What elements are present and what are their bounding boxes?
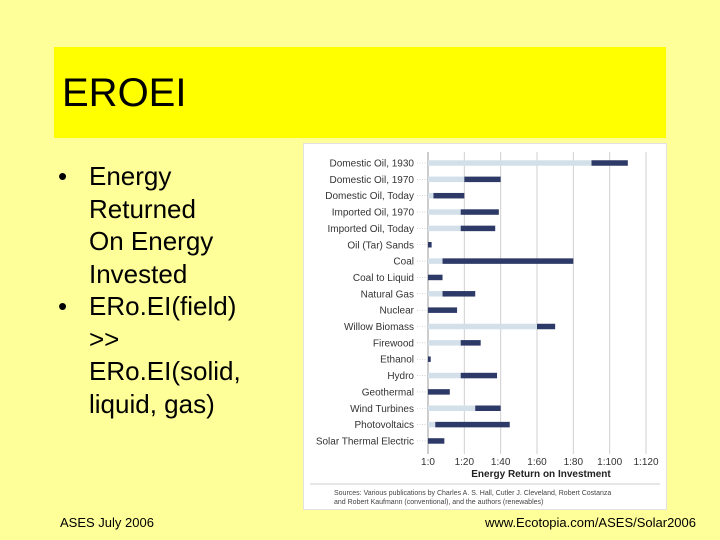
bullet-dot: • [58, 161, 68, 191]
slide-title: EROEI [62, 71, 187, 115]
source-note: Sources: Various publications by Charles… [334, 490, 611, 497]
category-label: Photovoltaics [355, 420, 414, 431]
value-bar [428, 242, 432, 248]
value-bar [435, 421, 510, 428]
category-label: Hydro [387, 371, 414, 382]
value-bar [460, 340, 481, 346]
value-bar [442, 258, 574, 264]
category-label: Nuclear [380, 306, 415, 317]
x-tick-label: 1:80 [564, 457, 584, 468]
category-label: Imported Oil, 1970 [332, 208, 415, 219]
x-tick-label: 1:60 [527, 457, 547, 468]
value-bar [460, 372, 498, 379]
category-label: Imported Oil, Today [327, 224, 414, 235]
range-bar [428, 323, 537, 330]
category-label: Coal to Liquid [353, 273, 414, 284]
category-label: Natural Gas [361, 289, 414, 300]
x-tick-label: 1:120 [633, 457, 658, 468]
value-bar [460, 209, 499, 215]
value-bar [442, 291, 476, 297]
value-bar [428, 438, 445, 444]
value-bar [428, 274, 443, 281]
range-bar [428, 372, 461, 379]
category-label: Domestic Oil, 1930 [330, 159, 415, 170]
range-bar [428, 176, 465, 183]
category-label: Willow Biomass [344, 322, 414, 333]
value-bar [537, 323, 556, 330]
eroei-bar-chart: Domestic Oil, 1930 Domestic Oil, 1970 Dome… [310, 152, 660, 506]
range-bar [428, 258, 443, 264]
category-label: Firewood [373, 338, 414, 349]
x-tick-label: 1:0 [421, 457, 435, 468]
value-bar [433, 192, 465, 199]
range-bar [428, 340, 461, 346]
x-tick-label: 1:100 [597, 457, 622, 468]
category-label: Wind Turbines [350, 404, 414, 415]
range-bar [428, 225, 461, 232]
value-bar [428, 389, 450, 395]
category-label: Coal [393, 257, 414, 268]
range-bar [428, 291, 443, 297]
source-note: and Robert Kaufmann (conventional), and … [334, 499, 543, 506]
category-label: Domestic Oil, 1970 [330, 175, 415, 186]
category-label: Ethanol [380, 355, 414, 366]
value-bar [591, 160, 628, 166]
bullet-item: • ERo.EI(field) >> ERo.EI(solid, liquid, … [58, 290, 293, 420]
x-tick-label: 1:40 [491, 457, 511, 468]
range-bar [428, 209, 461, 215]
category-label: Geothermal [362, 387, 414, 398]
category-label: Oil (Tar) Sands [347, 240, 414, 251]
title-band: EROEI [54, 47, 666, 138]
bullet-list: • Energy Returned On Energy Invested • ERo… [58, 160, 293, 420]
bullet-text: ERo.EI(field) >> ERo.EI(solid, liquid, g… [89, 291, 241, 419]
bullet-dot: • [58, 291, 68, 321]
value-bar [428, 307, 458, 313]
footer-url: www.Ecotopia.com/ASES/Solar2006 [485, 515, 696, 530]
range-bar [428, 192, 434, 199]
category-label: Solar Thermal Electric [316, 436, 414, 447]
bullet-item: • Energy Returned On Energy Invested [58, 160, 293, 290]
footer-event: ASES July 2006 [60, 515, 154, 530]
value-bar [475, 405, 501, 411]
range-bar [428, 160, 592, 166]
category-label: Domestic Oil, Today [325, 191, 414, 202]
x-axis-label: Energy Return on Investment [471, 469, 611, 480]
value-bar [464, 176, 501, 183]
value-bar [428, 356, 431, 362]
value-bar [460, 225, 496, 232]
eroei-chart-panel: Domestic Oil, 1930 Domestic Oil, 1970 Dome… [303, 143, 667, 510]
bullet-text: Energy Returned On Energy Invested [89, 161, 214, 289]
x-tick-label: 1:20 [455, 457, 475, 468]
range-bar [428, 421, 436, 428]
range-bar [428, 405, 476, 411]
